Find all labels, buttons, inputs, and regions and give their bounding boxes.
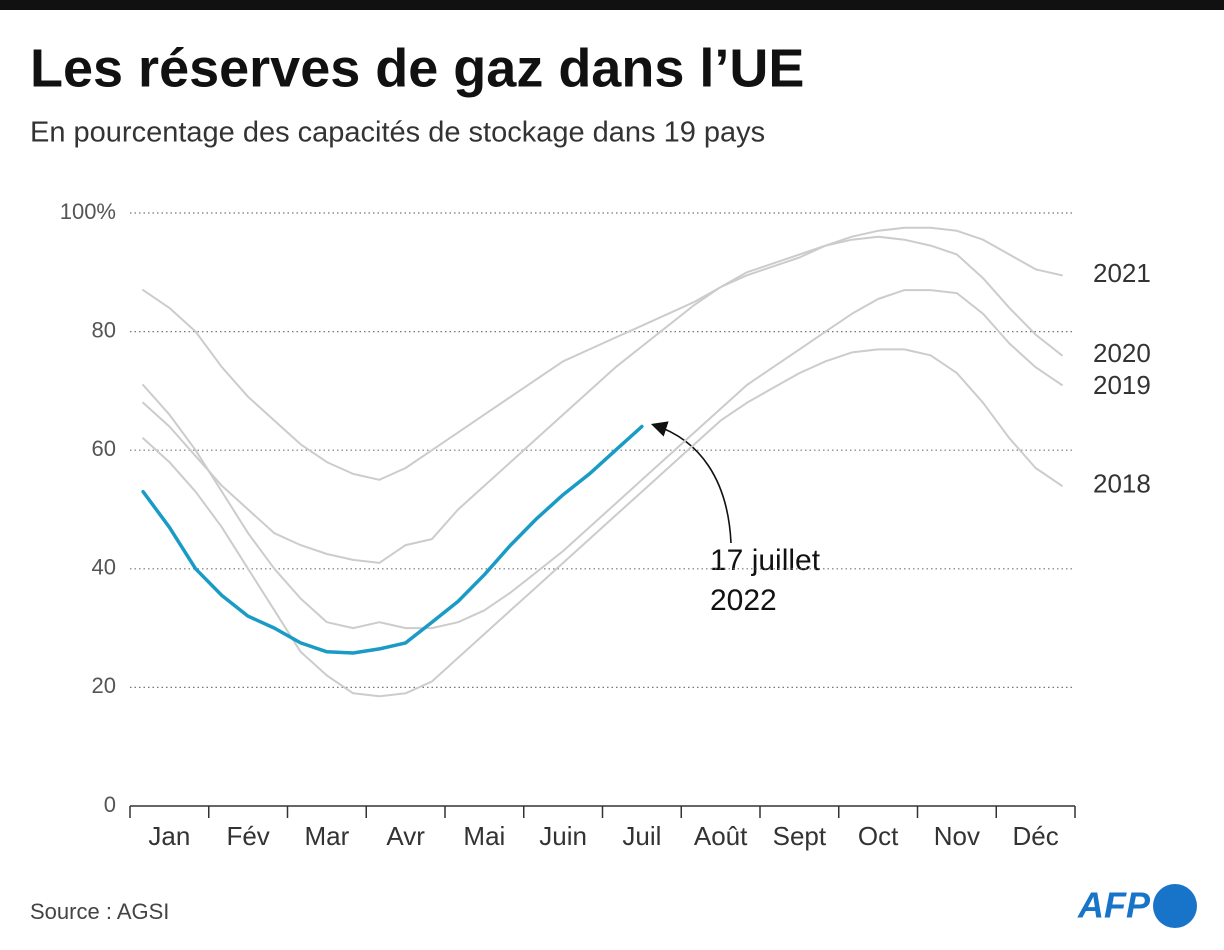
annotation: 17 juillet bbox=[710, 544, 821, 577]
y-tick-label: 60 bbox=[92, 436, 116, 461]
series-line bbox=[142, 235, 1063, 564]
y-tick-label: 0 bbox=[104, 792, 116, 817]
x-tick-label: Avr bbox=[386, 821, 425, 851]
x-tick-label: Nov bbox=[934, 821, 980, 851]
y-tick-label: 40 bbox=[92, 555, 116, 580]
series-line bbox=[142, 226, 1063, 481]
x-tick-label: Juin bbox=[539, 821, 587, 851]
y-tick-label: 100% bbox=[60, 199, 116, 224]
x-tick-label: Sept bbox=[773, 821, 827, 851]
x-tick-label: Oct bbox=[858, 821, 899, 851]
chart-title: Les réserves de gaz dans l’UE bbox=[30, 38, 804, 98]
logo: AFP bbox=[1077, 885, 1151, 926]
series-line bbox=[142, 348, 1063, 698]
x-tick-label: Mar bbox=[304, 821, 349, 851]
y-tick-label: 20 bbox=[92, 673, 116, 698]
x-tick-label: Juil bbox=[622, 821, 661, 851]
chart-subtitle: En pourcentage des capacités de stockage… bbox=[30, 117, 765, 149]
source: Source : AGSI bbox=[30, 899, 169, 924]
x-tick-label: Fév bbox=[226, 821, 269, 851]
series-label: 2018 bbox=[1093, 469, 1151, 499]
y-tick-label: 80 bbox=[92, 317, 116, 342]
x-tick-label: Jan bbox=[148, 821, 190, 851]
annotation: 2022 bbox=[710, 584, 777, 617]
series-line bbox=[142, 289, 1063, 630]
top-bar bbox=[0, 0, 1224, 10]
logo-circle bbox=[1153, 884, 1197, 928]
series-label: 2019 bbox=[1093, 370, 1151, 400]
x-tick-label: Déc bbox=[1013, 821, 1059, 851]
x-tick-label: Août bbox=[694, 821, 748, 851]
series-label: 2020 bbox=[1093, 338, 1151, 368]
series-line bbox=[141, 424, 644, 655]
annotation-arrow bbox=[650, 421, 732, 544]
series-label: 2021 bbox=[1093, 258, 1151, 288]
x-tick-label: Mai bbox=[463, 821, 505, 851]
